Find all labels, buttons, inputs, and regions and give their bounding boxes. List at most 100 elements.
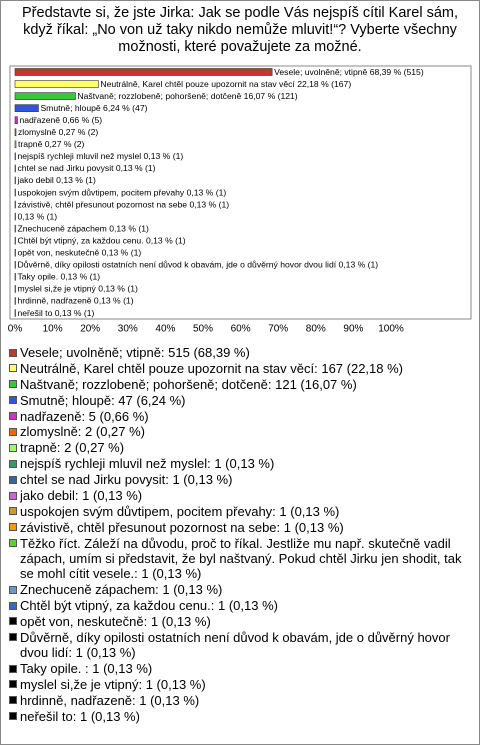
legend-label: nejspíš rychleji mluvil než myslel: 1 (0… (20, 456, 275, 472)
legend-swatch (9, 601, 17, 610)
bar-label: trapně 0,27 % (2) (18, 139, 85, 149)
bar-label: nejspíš rychleji mluvil než myslel 0,13 … (17, 151, 183, 161)
legend-item: jako debil: 1 (0,13 %) (9, 488, 473, 503)
chart: 0% 10% 20% 30% 40% 50% 60% 70% 80% 90% 100% Vesele;… (8, 65, 472, 335)
legend-swatch (9, 617, 17, 626)
legend-swatch (9, 585, 17, 594)
bar-label: myslel si,že je vtipný 0,13 % (1) (17, 284, 137, 294)
legend-item: chtel se nad Jirku povysit: 1 (0,13 %) (9, 472, 473, 487)
bar-label: jako debil 0,13 % (1) (16, 175, 95, 185)
legend-swatch (9, 380, 17, 389)
bar (14, 80, 99, 88)
x-tick-label: 80% (306, 324, 326, 335)
bar-label: hrdinně, nadřazeně 0,13 % (1) (17, 296, 133, 306)
legend-item: Vesele; uvolněně; vtipně: 515 (68,39 %) (9, 345, 473, 360)
legend-label: myslel si,že je vtipný: 1 (0,13 %) (20, 676, 206, 692)
bar (14, 176, 16, 185)
legend-label: Těžko říct. Záleží na důvodu, proč to ří… (20, 535, 462, 582)
bar (14, 285, 16, 293)
legend-swatch (9, 364, 17, 373)
legend-label: Znechuceně zápachem: 1 (0,13 %) (20, 582, 223, 598)
legend-swatch (9, 443, 17, 452)
bar-label: závistivě, chtěl přesunout pozornost na … (17, 199, 229, 209)
bar (14, 309, 16, 317)
legend-item: zlomyslně: 2 (0,27 %) (9, 424, 473, 439)
x-tick-label: 20% (80, 324, 100, 335)
bar-label: opět von, neskutečně 0,13 % (1) (17, 248, 141, 258)
bar-label: Naštvaně; rozzlobeně; pohoršeně; dotčeně… (77, 91, 297, 101)
legend-label: Naštvaně; rozzlobeně; pohoršeně; dotčeně… (20, 376, 357, 392)
bar-label: Neutrálně, Karel chtěl pouze upozornit n… (100, 79, 351, 89)
legend-swatch (9, 712, 17, 721)
bar (14, 128, 17, 137)
bar (14, 200, 16, 209)
legend-swatch (9, 539, 17, 548)
legend-swatch (9, 412, 17, 421)
legend-swatch (9, 696, 17, 705)
legend-label: opět von, neskutečně: 1 (0,13 %) (20, 613, 211, 629)
bar-label: Důvěrně, díky opilosti ostatních není dů… (17, 260, 378, 270)
bar-label: zlomyslně 0,27 % (2) (18, 127, 98, 137)
legend-label: zlomyslně: 2 (0,27 %) (20, 424, 145, 440)
legend-swatch (9, 348, 17, 357)
legend-swatch (9, 396, 17, 405)
bar (14, 188, 16, 197)
bar (14, 68, 273, 76)
legend-label: Vesele; uvolněně; vtipně: 515 (68,39 %) (20, 345, 250, 360)
bar-label: Taky opile. 0,13 % (1) (17, 272, 100, 282)
legend-label: uspokojen svým důvtipem, pocitem převahy… (20, 503, 340, 519)
legend-item: nadřazeně: 5 (0,66 %) (9, 409, 473, 424)
chart-title: Představte si, že jste Jirka: Jak se pod… (22, 5, 458, 55)
x-tick-label: 70% (268, 324, 288, 335)
legend-label: Neutrálně, Karel chtěl pouze upozornit n… (20, 360, 403, 376)
x-tick-label: 90% (343, 324, 363, 335)
legend-swatch (9, 475, 17, 484)
legend-swatch (9, 680, 17, 689)
legend: Vesele; uvolněně; vtipně: 515 (68,39 %) N… (9, 345, 473, 725)
legend-swatch (9, 523, 17, 532)
bar (14, 260, 16, 269)
legend-item: závistivě, chtěl přesunout pozornost na … (9, 520, 473, 535)
bar (14, 92, 76, 100)
legend-item: myslel si,že je vtipný: 1 (0,13 %) (9, 677, 473, 692)
legend-item: Těžko říct. Záleží na důvodu, proč to ří… (9, 536, 473, 582)
bar-label: Smutně; hloupě 6,24 % (47) (40, 103, 147, 113)
legend-swatch (9, 507, 17, 516)
x-tick-label: 30% (118, 324, 138, 335)
legend-label: nadřazeně: 5 (0,66 %) (20, 408, 149, 424)
x-tick-label: 100% (378, 324, 404, 335)
legend-swatch (9, 633, 17, 642)
legend-label: trapně: 2 (0,27 %) (20, 440, 125, 456)
legend-label: závistivě, chtěl přesunout pozornost na … (20, 519, 344, 535)
legend-item: nejspíš rychleji mluvil než myslel: 1 (0… (9, 456, 473, 471)
legend-item: Smutně; hloupě: 47 (6,24 %) (9, 393, 473, 408)
bar-label: Vesele; uvolněně; vtipně 68,39 % (515) (274, 67, 424, 77)
bar (14, 236, 16, 245)
legend-label: Důvěrně, díky opilosti ostatních není dů… (20, 629, 450, 661)
legend-item: Naštvaně; rozzlobeně; pohoršeně; dotčeně… (9, 377, 473, 392)
legend-item: Neutrálně, Karel chtěl pouze upozornit n… (9, 361, 473, 376)
legend-swatch (9, 491, 17, 500)
bar (14, 224, 16, 233)
legend-label: neřešil to: 1 (0,13 %) (20, 708, 140, 724)
legend-swatch (9, 427, 17, 436)
bar (14, 164, 16, 173)
bar (14, 297, 16, 305)
bar-label: Znechuceně zápachem 0,13 % (1) (17, 223, 149, 233)
legend-label: Chtěl být vtipný, za každou cenu.: 1 (0,… (20, 598, 278, 614)
bar-label: 0,13 % (1) (17, 211, 57, 221)
bar (14, 152, 16, 161)
x-tick-label: 40% (155, 324, 175, 335)
legend-swatch (9, 664, 17, 673)
legend-item: Důvěrně, díky opilosti ostatních není dů… (9, 630, 473, 661)
bar (14, 140, 17, 149)
x-tick-label: 50% (193, 324, 213, 335)
legend-item: neřešil to: 1 (0,13 %) (9, 709, 473, 724)
bar (14, 273, 16, 281)
plot-frame (9, 65, 472, 320)
x-tick-label: 10% (43, 324, 63, 335)
bar-label: neřešil to 0,13 % (1) (17, 308, 94, 318)
legend-label: chtel se nad Jirku povysit: 1 (0,13 %) (20, 472, 233, 488)
legend-label: Smutně; hloupě: 47 (6,24 %) (20, 392, 186, 408)
